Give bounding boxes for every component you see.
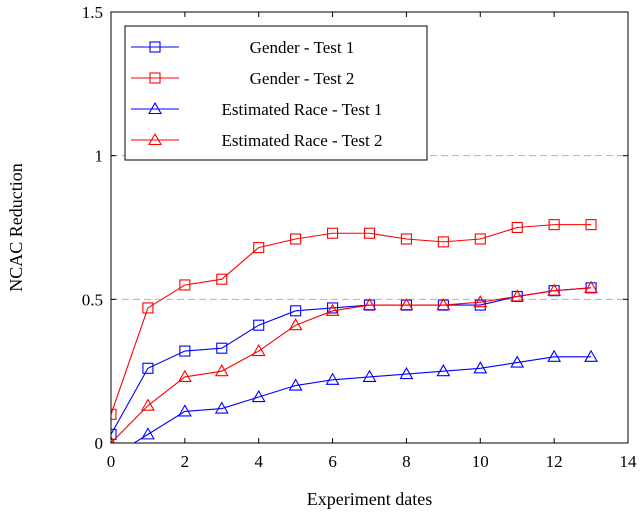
- data-point: [142, 302, 154, 314]
- legend-label: Estimated Race - Test 1: [222, 100, 383, 119]
- legend-marker: [149, 41, 161, 53]
- data-point: [216, 273, 228, 285]
- legend-box: [124, 25, 428, 161]
- series-3: [133, 349, 599, 443]
- data-point: [325, 372, 340, 385]
- data-point: [437, 236, 449, 248]
- y-tick-label: 0.5: [82, 290, 103, 309]
- x-tick-label: 4: [254, 452, 263, 471]
- legend-entry: Estimated Race - Test 1: [131, 100, 382, 119]
- data-point: [179, 345, 191, 357]
- x-tick-label: 14: [620, 452, 638, 471]
- data-point: [111, 428, 117, 440]
- data-point: [327, 302, 339, 314]
- x-tick-label: 10: [472, 452, 489, 471]
- data-point: [362, 297, 377, 311]
- series-line: [133, 356, 592, 443]
- y-tick-label: 0: [95, 434, 104, 453]
- data-point: [473, 295, 488, 308]
- legend-marker: [148, 132, 162, 146]
- series-2: [111, 219, 597, 420]
- legend-label: Gender - Test 2: [250, 69, 355, 88]
- data-point: [179, 279, 191, 291]
- data-point: [400, 233, 412, 245]
- legend-marker: [148, 101, 162, 115]
- data-point: [111, 408, 117, 420]
- data-point: [511, 221, 523, 234]
- data-point: [290, 233, 302, 245]
- grid-lines: [111, 155, 628, 300]
- data-point: [436, 364, 451, 377]
- series-group: [111, 219, 599, 443]
- data-point: [290, 305, 302, 317]
- y-tick-label: 1.5: [82, 3, 103, 22]
- legend: Gender - Test 1 Gender - Test 2 Estimated …: [124, 25, 428, 161]
- data-point: [214, 364, 229, 377]
- data-point: [585, 219, 597, 231]
- legend-entry: Gender - Test 2: [131, 69, 354, 88]
- data-point: [216, 342, 228, 354]
- data-point: [177, 369, 192, 382]
- x-tick-label: 2: [181, 452, 190, 471]
- legend-marker: [149, 72, 161, 84]
- axis-ticks: 0 2 4 6 8 10 12 14 0 0.5 1 1.5: [82, 3, 637, 471]
- series-line: [111, 287, 592, 443]
- data-point: [111, 435, 116, 443]
- x-tick-label: 8: [402, 452, 411, 471]
- data-point: [140, 427, 155, 440]
- legend-label: Gender - Test 1: [250, 38, 355, 57]
- data-point: [288, 378, 303, 391]
- data-point: [399, 297, 414, 311]
- y-axis-title: NCAC Reduction: [6, 163, 26, 292]
- data-point: [399, 366, 414, 380]
- plot-frame: [110, 11, 629, 444]
- y-tick-label: 1: [95, 147, 104, 166]
- legend-entry: Estimated Race - Test 2: [131, 131, 382, 150]
- data-point: [510, 289, 525, 302]
- x-tick-label: 0: [107, 452, 116, 471]
- data-point: [474, 233, 486, 245]
- series-line: [111, 224, 592, 415]
- data-point: [253, 319, 265, 331]
- x-axis-title: Experiment dates: [307, 489, 432, 509]
- data-point: [253, 242, 265, 254]
- data-point: [362, 369, 377, 382]
- data-point: [288, 318, 303, 331]
- data-point: [177, 404, 192, 417]
- data-point: [251, 389, 266, 403]
- data-point: [436, 297, 451, 311]
- data-point: [510, 355, 525, 368]
- data-point: [142, 362, 154, 374]
- legend-entry: Gender - Test 1: [131, 38, 354, 57]
- data-point: [363, 227, 376, 239]
- data-point: [547, 349, 562, 362]
- data-point: [214, 401, 229, 414]
- data-point: [547, 283, 562, 296]
- data-point: [548, 219, 560, 231]
- data-point: [325, 303, 340, 316]
- x-tick-label: 6: [328, 452, 337, 471]
- series-4: [111, 280, 599, 443]
- x-tick-label: 12: [546, 452, 563, 471]
- legend-label: Estimated Race - Test 2: [222, 131, 383, 150]
- data-point: [251, 343, 266, 357]
- data-point: [584, 280, 599, 293]
- data-point: [327, 227, 339, 239]
- data-point: [473, 361, 488, 374]
- data-point: [584, 349, 599, 362]
- data-point: [140, 398, 155, 411]
